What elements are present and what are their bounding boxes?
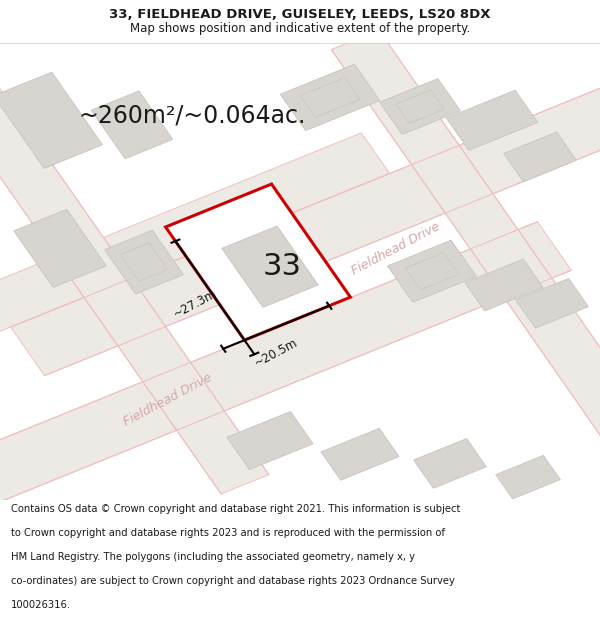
Text: Map shows position and indicative extent of the property.: Map shows position and indicative extent… (130, 22, 470, 35)
Polygon shape (91, 91, 173, 159)
Polygon shape (0, 222, 571, 549)
Polygon shape (446, 90, 538, 151)
Text: to Crown copyright and database rights 2023 and is reproduced with the permissio: to Crown copyright and database rights 2… (11, 528, 445, 538)
Polygon shape (0, 133, 389, 409)
Text: 33: 33 (263, 252, 302, 281)
Polygon shape (321, 428, 399, 480)
Polygon shape (222, 226, 318, 308)
Polygon shape (280, 64, 380, 131)
Polygon shape (503, 132, 577, 182)
Polygon shape (121, 243, 167, 281)
Polygon shape (14, 209, 106, 288)
Polygon shape (0, 72, 103, 169)
Polygon shape (406, 253, 458, 290)
Text: Fieldhead Drive: Fieldhead Drive (122, 371, 214, 428)
Polygon shape (11, 48, 600, 376)
Polygon shape (515, 278, 589, 328)
Polygon shape (300, 78, 360, 118)
Text: Fieldhead Drive: Fieldhead Drive (350, 219, 442, 278)
Polygon shape (331, 30, 600, 494)
Text: 100026316.: 100026316. (11, 600, 71, 610)
Text: ~20.5m: ~20.5m (252, 336, 300, 370)
Text: ~27.3m: ~27.3m (171, 287, 219, 321)
Text: ~260m²/~0.064ac.: ~260m²/~0.064ac. (79, 104, 305, 127)
Polygon shape (465, 259, 543, 311)
Polygon shape (380, 79, 460, 134)
Text: co-ordinates) are subject to Crown copyright and database rights 2023 Ordnance S: co-ordinates) are subject to Crown copyr… (11, 576, 455, 586)
Polygon shape (0, 30, 269, 494)
Polygon shape (496, 456, 560, 499)
Polygon shape (227, 411, 313, 469)
Text: 33, FIELDHEAD DRIVE, GUISELEY, LEEDS, LS20 8DX: 33, FIELDHEAD DRIVE, GUISELEY, LEEDS, LS… (109, 8, 491, 21)
Text: HM Land Registry. The polygons (including the associated geometry, namely x, y: HM Land Registry. The polygons (includin… (11, 552, 415, 562)
Text: Contains OS data © Crown copyright and database right 2021. This information is : Contains OS data © Crown copyright and d… (11, 504, 460, 514)
Polygon shape (396, 90, 444, 123)
Polygon shape (388, 240, 476, 302)
Polygon shape (104, 230, 184, 294)
Polygon shape (413, 439, 487, 488)
Polygon shape (166, 184, 350, 340)
